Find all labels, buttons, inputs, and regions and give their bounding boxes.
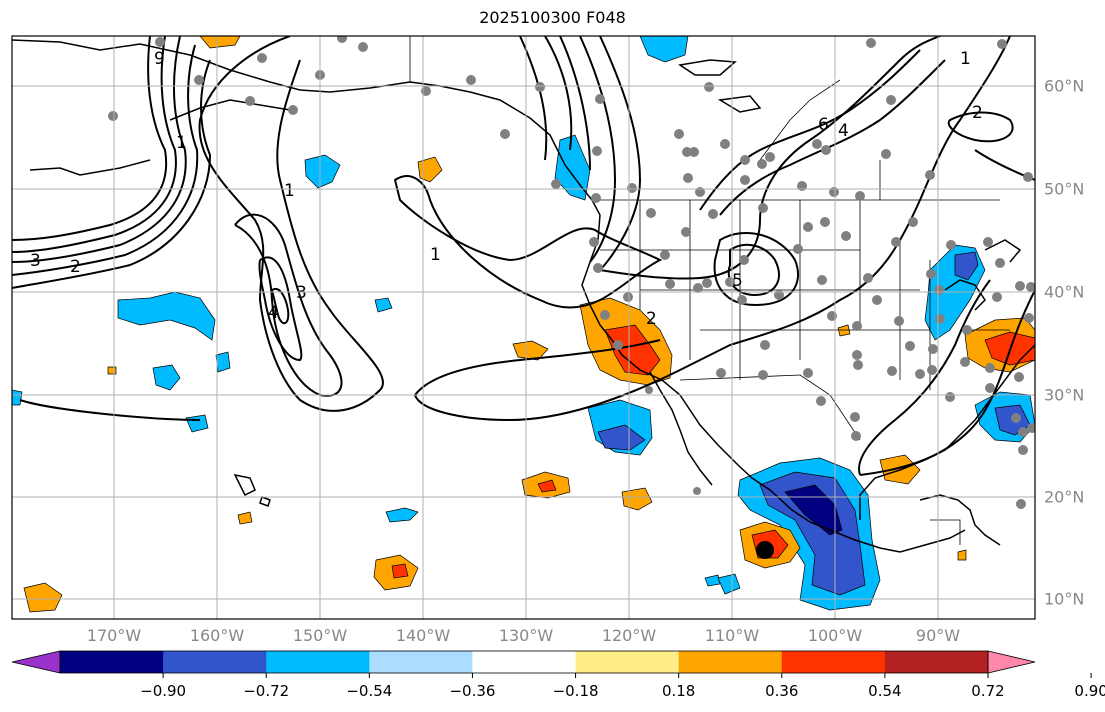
colorbar-outline (59, 650, 989, 674)
graticule (12, 36, 1035, 619)
storm-center-marker (756, 541, 774, 559)
contour-label: 2 (646, 309, 657, 329)
colorbar-tick-label: −0.54 (346, 682, 393, 700)
contour-label: 3 (296, 283, 307, 303)
colorbar-tick-label: 0.18 (661, 682, 696, 700)
state-borders (409, 36, 1010, 545)
colorbar (11, 650, 1092, 678)
contour-label: 1 (960, 49, 971, 69)
longitude-label: 170°W (86, 626, 142, 645)
colorbar-tick-label: −0.18 (552, 682, 599, 700)
contour-label: 2 (972, 103, 983, 123)
contour-label: 5 (732, 271, 743, 291)
colorbar-tick-label: −0.36 (449, 682, 496, 700)
colorbar-extend-high (987, 650, 1036, 674)
longitude-label: 90°W (915, 626, 961, 645)
plot-title: 2025100300 F048 (479, 8, 626, 27)
longitude-label: 130°W (498, 626, 554, 645)
longitude-label: 150°W (292, 626, 348, 645)
contour-label: 1 (430, 245, 441, 265)
colorbar-tick-label: −0.72 (243, 682, 290, 700)
colorbar-bin (575, 651, 680, 673)
colorbar-tick-label: 0.72 (971, 682, 1005, 700)
map-frame (11, 35, 1036, 620)
contour-label: 4 (838, 121, 849, 141)
contour-label-group: 9 1 3 2 1 4 3 1 2 5 6 4 2 1 (30, 49, 983, 329)
station-markers (108, 36, 1035, 509)
colorbar-tick-label: −0.90 (140, 682, 187, 700)
longitude-label: 140°W (395, 626, 451, 645)
colorbar-bin (472, 651, 577, 673)
contour-label: 1 (176, 133, 187, 153)
colorbar-bin (266, 651, 370, 673)
colorbar-tick-label: 0.54 (868, 682, 902, 700)
colorbar-tick-label: 0.90 (1074, 682, 1105, 700)
latitude-label: 60°N (1044, 76, 1085, 96)
longitude-label: 110°W (704, 626, 760, 645)
contour-label: 9 (154, 49, 165, 69)
colorbar-bin (163, 651, 267, 673)
latitude-label: 50°N (1044, 179, 1085, 199)
latitude-label: 10°N (1044, 589, 1085, 609)
latitude-label: 20°N (1044, 487, 1085, 507)
latitude-label: 30°N (1044, 385, 1085, 405)
longitude-label: 160°W (189, 626, 245, 645)
contour-label: 6 (818, 115, 829, 135)
colorbar-bin (60, 651, 164, 673)
contour-label: 1 (284, 181, 295, 201)
contour-label: 2 (70, 257, 81, 277)
colorbar-bin (369, 651, 473, 673)
colorbar-bin (781, 651, 886, 673)
contour-label: 4 (268, 303, 279, 323)
longitude-label: 120°W (601, 626, 657, 645)
latitude-label: 40°N (1044, 282, 1085, 302)
colorbar-bin (884, 651, 989, 673)
longitude-label: 100°W (807, 626, 863, 645)
colorbar-extend-low (11, 650, 61, 674)
contour-label: 3 (30, 251, 41, 271)
colorbar-tick-label: 0.36 (765, 682, 799, 700)
contour-lines (12, 36, 1035, 476)
colorbar-bin (678, 651, 783, 673)
